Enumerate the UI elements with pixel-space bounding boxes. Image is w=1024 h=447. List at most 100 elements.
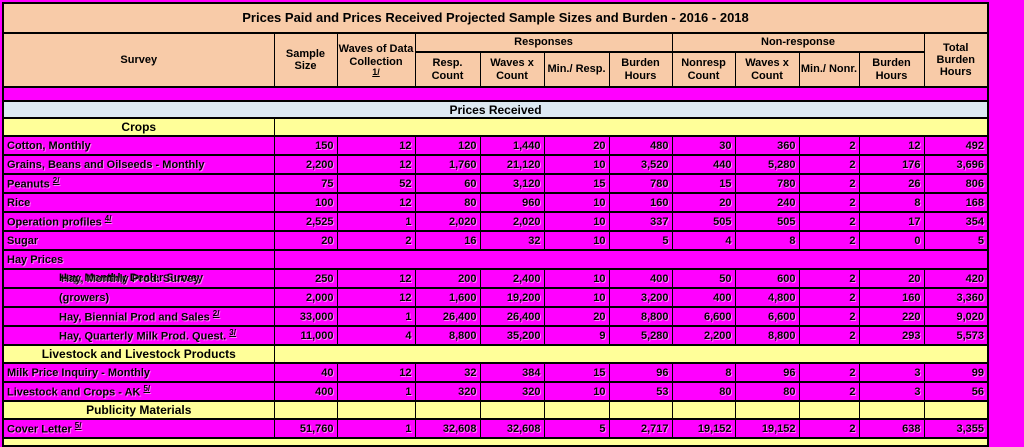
- value-cell: 780: [608, 173, 673, 194]
- value-cell: 1: [336, 418, 416, 439]
- value-cell: 400: [273, 381, 338, 402]
- row-hay-prices: Hay Prices: [2, 249, 989, 270]
- spacer-row: [2, 86, 989, 102]
- row-hay-monthly: Hay, Monthly Dealer Survey Hay, Monthly P…: [2, 268, 989, 289]
- footnote-marker: 2/: [212, 309, 220, 319]
- value-cell: 8,800: [414, 325, 481, 346]
- value-cell: 10: [543, 211, 610, 232]
- prices-received-band: Prices Received: [2, 100, 989, 119]
- section-label: Publicity Materials: [2, 400, 275, 420]
- value-cell: 20: [543, 135, 610, 156]
- survey-label: Sugar: [7, 234, 39, 247]
- row-sugar: Sugar 20 2 16 32 10 5 4 8 2 0 5: [2, 230, 989, 251]
- footnote-marker: 4/: [104, 214, 112, 224]
- row-milk-price-inquiry: Milk Price Inquiry - Monthly 40 12 32 384 15 9…: [2, 362, 989, 383]
- value-cell: 4: [336, 325, 416, 346]
- survey-label: (growers): [59, 291, 110, 304]
- survey-label: Rice: [7, 196, 31, 209]
- value-cell: 2,200: [671, 325, 736, 346]
- value-cell: 20: [671, 192, 736, 213]
- section-crops: Crops: [2, 117, 989, 137]
- waves-label: Waves of Data Collection: [338, 43, 414, 68]
- value-cell: 806: [923, 173, 989, 194]
- col-header-nonresp-count: Nonresp Count: [671, 51, 736, 88]
- value-cell: 33,000: [273, 306, 338, 327]
- value-cell: 5: [543, 418, 610, 439]
- value-cell: 6,600: [671, 306, 736, 327]
- value-cell: 16: [414, 230, 481, 251]
- value-cell: 4,800: [734, 287, 800, 308]
- value-cell: 3,696: [923, 154, 989, 175]
- row-hay-growers: (growers) 2,000 12 1,600 19,200 10 3,200 400 4,8…: [2, 287, 989, 308]
- value-cell: 2: [798, 381, 860, 402]
- value-cell: 12: [336, 135, 416, 156]
- col-header-min-nonr: Min./ Nonr.: [798, 51, 860, 88]
- value-cell: 2: [798, 306, 860, 327]
- value-cell: 1,760: [414, 154, 481, 175]
- burden-table: Prices Paid and Prices Received Projecte…: [2, 2, 990, 447]
- col-header-resp-count: Resp. Count: [414, 51, 481, 88]
- value-cell: 2: [798, 230, 860, 251]
- value-cell: 0: [858, 230, 925, 251]
- value-cell: 12: [336, 192, 416, 213]
- value-cell: 384: [479, 362, 545, 383]
- value-cell: 10: [543, 154, 610, 175]
- value-cell: 8,800: [608, 306, 673, 327]
- value-cell: 52: [336, 173, 416, 194]
- value-cell: 40: [273, 362, 338, 383]
- value-cell: 60: [414, 173, 481, 194]
- value-cell: 8: [671, 362, 736, 383]
- col-group-responses: Responses: [414, 32, 673, 53]
- value-cell: 1: [336, 306, 416, 327]
- value-cell: 2: [798, 192, 860, 213]
- value-cell: 220: [858, 306, 925, 327]
- value-cell: 3,355: [923, 418, 989, 439]
- row-peanuts: Peanuts 2/75 52 60 3,120 15 780 15 780 2 26 806: [2, 173, 989, 194]
- row-livestock-crops-ak: Livestock and Crops - AK 5/400 1 320 320 10 53…: [2, 381, 989, 402]
- section-cell: [414, 400, 481, 420]
- value-cell: 337: [608, 211, 673, 232]
- survey-label: Cotton, Monthly: [7, 139, 91, 152]
- value-cell: 2,400: [479, 268, 545, 289]
- section-publicity: Publicity Materials: [2, 400, 989, 420]
- survey-label-cell: Peanuts 2/: [2, 173, 275, 194]
- value-cell: 1,440: [479, 135, 545, 156]
- section-livestock: Livestock and Livestock Products: [2, 344, 989, 364]
- value-cell: 600: [734, 268, 800, 289]
- row-hay-biennial: Hay, Biennial Prod and Sales 2/33,000 1 26,…: [2, 306, 989, 327]
- value-cell: 21,120: [479, 154, 545, 175]
- survey-label-cell: Rice: [2, 192, 275, 213]
- survey-label: Cover Letter: [7, 423, 72, 436]
- value-cell: 10: [543, 192, 610, 213]
- row-operation-profiles: Operation profiles 4/2,525 1 2,020 2,020 10 33…: [2, 211, 989, 232]
- value-cell: 2,200: [273, 154, 338, 175]
- section-label: Livestock and Livestock Products: [2, 344, 275, 364]
- survey-label: Livestock and Crops - AK: [7, 386, 141, 399]
- value-cell: 400: [608, 268, 673, 289]
- value-cell: 6,600: [734, 306, 800, 327]
- value-cell: 2: [798, 135, 860, 156]
- value-cell: 8: [734, 230, 800, 251]
- value-cell: 5,280: [734, 154, 800, 175]
- value-cell: 2,717: [608, 418, 673, 439]
- col-header-burden-hours-nonresp: Burden Hours: [858, 51, 925, 88]
- survey-label: Milk Price Inquiry - Monthly: [7, 366, 151, 379]
- col-header-waves-x-count: Waves x Count: [479, 51, 545, 88]
- survey-label: Operation profiles: [7, 216, 102, 229]
- overlapped-label-2: Hay, Monthly Prod. Survey: [61, 273, 200, 285]
- survey-label-cell: Hay, Monthly Dealer Survey Hay, Monthly P…: [2, 268, 275, 289]
- value-cell: 160: [608, 192, 673, 213]
- section-cell: [734, 400, 800, 420]
- value-cell: 420: [923, 268, 989, 289]
- table-title: Prices Paid and Prices Received Projecte…: [2, 2, 989, 34]
- section-fill: [273, 117, 989, 137]
- value-cell: 32,608: [479, 418, 545, 439]
- survey-label-cell: Cotton, Monthly: [2, 135, 275, 156]
- value-cell: 440: [671, 154, 736, 175]
- value-cell: 32: [479, 230, 545, 251]
- value-cell: 5,573: [923, 325, 989, 346]
- survey-label-cell: Milk Price Inquiry - Monthly: [2, 362, 275, 383]
- value-cell: 2,020: [414, 211, 481, 232]
- section-cell: [336, 400, 416, 420]
- survey-label-cell: Livestock and Crops - AK 5/: [2, 381, 275, 402]
